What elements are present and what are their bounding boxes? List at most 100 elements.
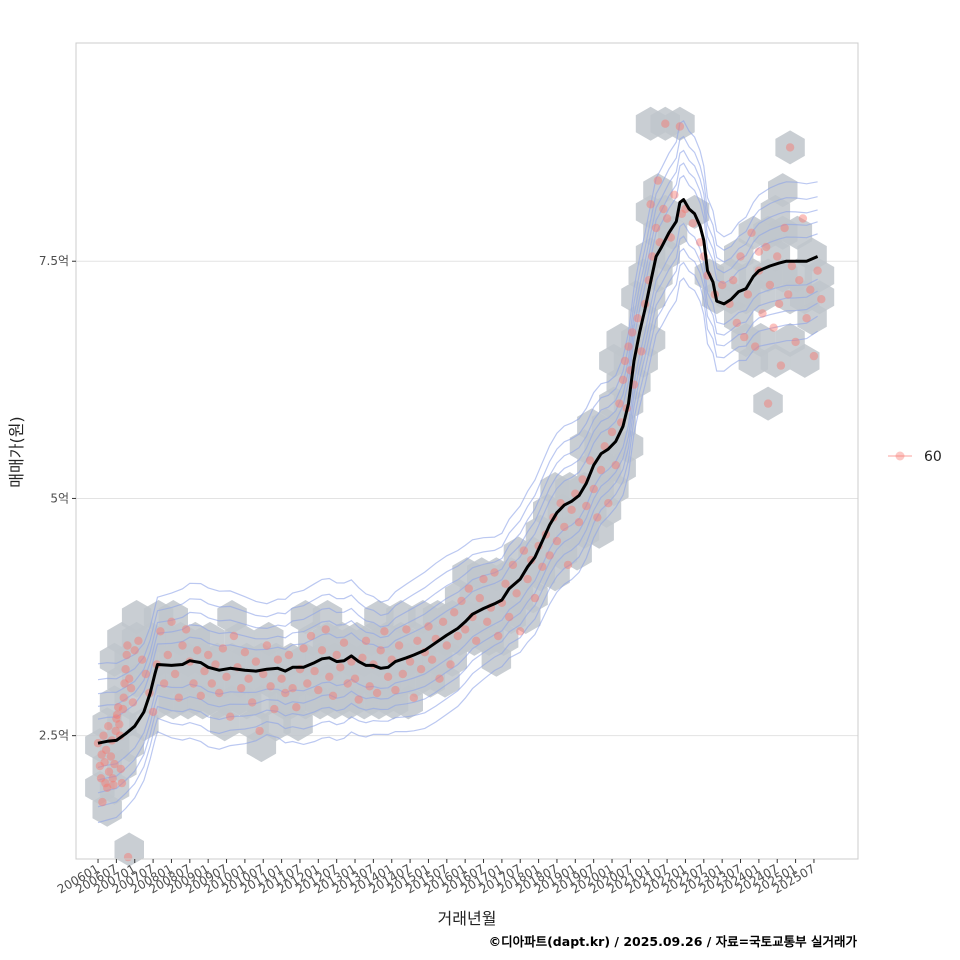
- data-point: [104, 767, 114, 776]
- data-point: [798, 214, 808, 223]
- data-point: [222, 672, 231, 681]
- x-axis-title: 거래년월: [438, 909, 497, 928]
- data-point: [567, 505, 576, 514]
- data-point: [97, 750, 106, 759]
- data-point: [112, 710, 122, 719]
- data-point: [240, 648, 250, 657]
- data-point: [763, 399, 773, 408]
- data-point: [328, 691, 338, 700]
- data-point: [813, 266, 822, 275]
- data-point: [310, 666, 319, 676]
- data-point: [325, 672, 334, 681]
- data-point: [123, 852, 133, 862]
- data-point: [545, 551, 554, 560]
- data-point: [391, 685, 400, 695]
- data-point: [453, 631, 462, 641]
- data-point: [126, 684, 136, 693]
- data-point: [494, 631, 503, 641]
- y-tick-label: 2.5억: [39, 729, 69, 743]
- data-point: [607, 427, 617, 437]
- data-point: [574, 518, 584, 527]
- density-contour: [97, 149, 818, 695]
- data-point: [402, 625, 411, 634]
- data-point: [516, 627, 525, 636]
- data-point: [394, 641, 404, 650]
- data-point: [791, 337, 800, 347]
- data-point: [218, 644, 228, 653]
- data-point: [156, 627, 165, 636]
- data-point: [585, 456, 595, 465]
- data-point: [103, 783, 112, 792]
- data-point: [653, 176, 663, 185]
- data-point: [112, 714, 121, 723]
- data-point: [662, 214, 672, 223]
- data-point: [101, 778, 110, 788]
- data-point: [159, 679, 169, 688]
- data-point: [729, 276, 738, 285]
- data-point: [372, 688, 382, 698]
- data-point: [780, 223, 789, 233]
- density-contour: [97, 174, 818, 720]
- data-point: [115, 720, 124, 729]
- data-point: [736, 252, 745, 261]
- y-axis: 2.5억 5억 7.5억: [39, 254, 76, 743]
- data-point: [106, 752, 116, 761]
- data-point: [483, 617, 492, 626]
- data-point: [604, 499, 613, 508]
- data-point: [336, 663, 345, 672]
- data-point: [251, 657, 261, 666]
- data-point: [350, 674, 360, 683]
- data-point: [589, 484, 598, 494]
- data-point: [762, 242, 771, 252]
- data-point: [464, 584, 473, 593]
- data-point: [292, 703, 301, 712]
- data-point: [211, 660, 220, 669]
- data-point: [409, 693, 418, 702]
- y-tick-label: 7.5억: [39, 254, 69, 268]
- data-point: [523, 574, 532, 584]
- data-point: [560, 522, 569, 532]
- data-point: [435, 674, 444, 683]
- data-point: [108, 774, 117, 783]
- data-point: [661, 119, 670, 128]
- data-point: [754, 247, 764, 256]
- data-point: [751, 342, 760, 351]
- data-point: [95, 761, 105, 771]
- data-point: [747, 228, 756, 237]
- data-point: [119, 693, 128, 702]
- data-point: [178, 641, 187, 650]
- data-point: [765, 280, 775, 290]
- data-point: [98, 797, 107, 807]
- legend-label: 60: [924, 449, 942, 465]
- density-contour: [97, 247, 818, 794]
- data-point: [317, 646, 327, 655]
- data-point: [125, 674, 134, 683]
- data-point: [347, 657, 356, 666]
- data-point: [137, 655, 147, 664]
- data-point: [795, 276, 804, 285]
- data-point: [163, 650, 172, 660]
- data-point: [277, 674, 286, 683]
- data-point: [303, 679, 312, 688]
- data-point: [633, 314, 642, 323]
- data-point: [118, 704, 128, 714]
- data-point: [530, 593, 540, 603]
- data-point: [148, 707, 158, 717]
- data-point: [450, 608, 459, 617]
- hexbin-cell: [312, 600, 343, 634]
- data-point: [427, 655, 437, 664]
- data-point: [416, 665, 426, 674]
- data-point: [646, 200, 655, 209]
- data-point: [398, 669, 407, 679]
- data-point: [424, 622, 433, 631]
- data-point: [677, 209, 686, 218]
- data-point: [123, 641, 132, 650]
- density-contour: [97, 222, 818, 768]
- density-contour: [97, 135, 818, 681]
- data-point: [413, 636, 422, 645]
- data-point: [170, 669, 180, 679]
- data-point: [117, 778, 127, 788]
- data-point: [270, 704, 279, 714]
- data-point: [207, 679, 216, 688]
